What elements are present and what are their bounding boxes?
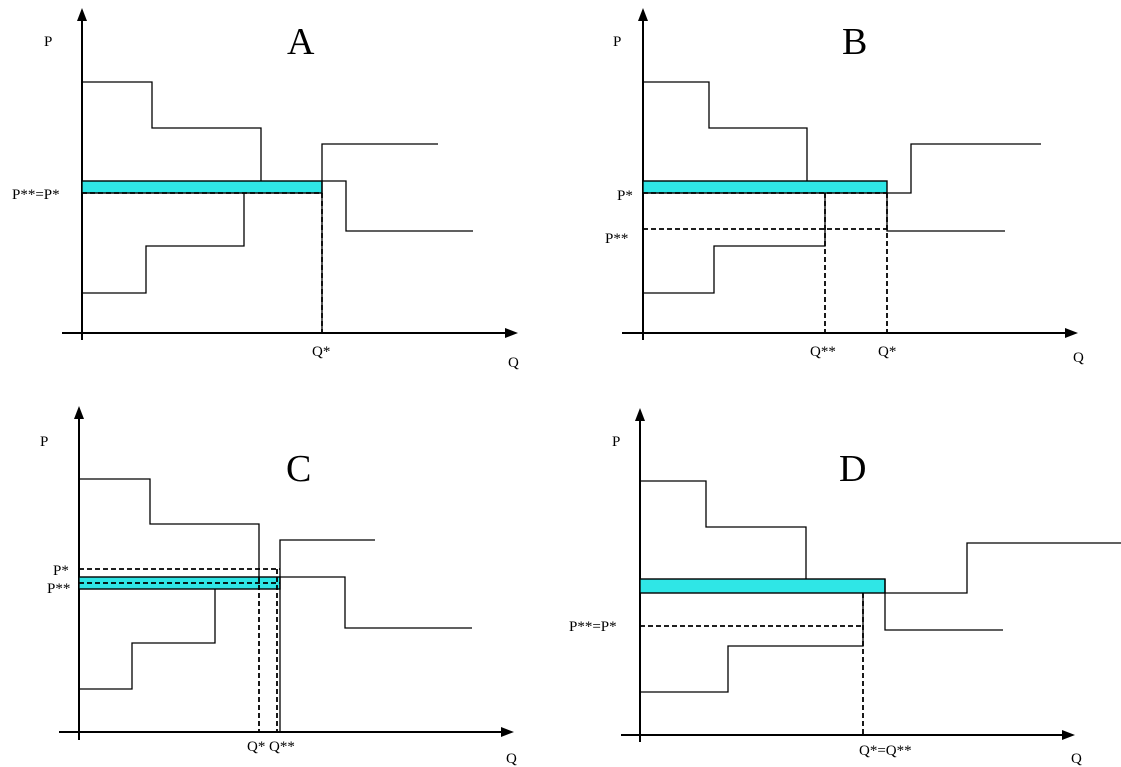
panel-b: P Q B P* P** Q** Q* (605, 8, 1084, 366)
x-axis-label: Q (508, 355, 519, 371)
demand-curve-upper (643, 81, 808, 181)
y-axis-arrow (635, 408, 645, 421)
demand-curve-lower (280, 576, 472, 629)
supply-curve-upper (885, 542, 1121, 594)
x-axis-label: Q (1071, 751, 1082, 767)
price-star-label: P* (53, 563, 69, 579)
x-axis-arrow (501, 727, 514, 737)
quantity-double-star-label: Q** (810, 344, 836, 360)
demand-curve-lower (886, 193, 1005, 232)
y-axis-arrow (74, 406, 84, 419)
surplus-band (81, 180, 323, 194)
y-axis-arrow (77, 8, 87, 21)
x-axis-label: Q (1073, 350, 1084, 366)
x-axis-arrow (1065, 328, 1078, 338)
panel-c: P Q C P* P** Q* Q** (40, 406, 517, 767)
demand-curve-lower (322, 180, 473, 232)
price-double-star-label: P** (605, 231, 628, 247)
y-axis-label: P (40, 434, 48, 450)
panel-title: C (286, 448, 311, 490)
surplus-band (642, 180, 888, 194)
price-label: P**=P* (12, 187, 60, 203)
panel-d: P Q D P**=P* Q*=Q** (569, 408, 1121, 767)
y-axis-label: P (612, 434, 620, 450)
price-double-star-label: P** (47, 581, 70, 597)
x-axis-label: Q (506, 751, 517, 767)
demand-curve-upper (79, 478, 260, 577)
panel-title: D (839, 448, 866, 490)
quantity-double-star-label: Q** (269, 739, 295, 755)
panel-title: A (287, 21, 315, 63)
y-axis-label: P (44, 34, 52, 50)
quantity-label: Q* (312, 344, 330, 360)
surplus-band (639, 578, 886, 594)
quantity-star-label: Q* (247, 739, 265, 755)
supply-curve-lower (643, 193, 826, 294)
supply-curve-upper (887, 143, 1041, 194)
y-axis-label: P (613, 34, 621, 50)
y-axis-arrow (638, 8, 648, 21)
supply-curve-lower (79, 589, 216, 690)
demand-curve-lower (884, 579, 1003, 631)
panel-a: P Q A P**=P* Q* (12, 8, 519, 371)
quantity-label: Q*=Q** (859, 743, 912, 759)
price-label: P**=P* (569, 619, 617, 635)
supply-curve-lower (82, 193, 245, 294)
x-axis-arrow (505, 328, 518, 338)
supply-curve-upper (321, 143, 438, 333)
supply-curve-lower (640, 593, 864, 693)
supply-curve-upper (279, 539, 375, 732)
panel-title: B (842, 21, 867, 63)
demand-curve-upper (640, 480, 807, 579)
demand-curve-upper (82, 81, 262, 181)
quantity-star-label: Q* (878, 344, 896, 360)
price-star-label: P* (617, 188, 633, 204)
x-axis-arrow (1062, 730, 1075, 740)
